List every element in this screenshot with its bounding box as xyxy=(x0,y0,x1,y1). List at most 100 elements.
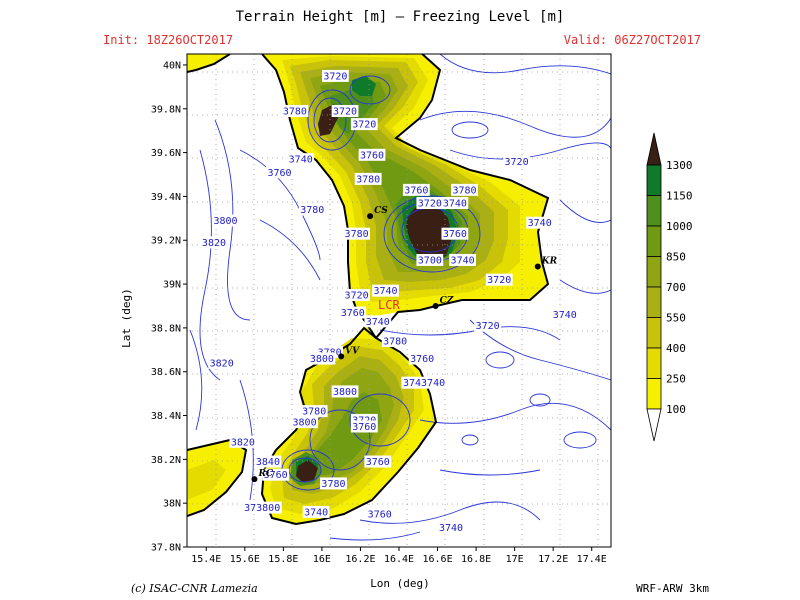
contour-label-box xyxy=(322,69,349,82)
legend-swatch xyxy=(646,225,662,257)
contour-label-box xyxy=(364,455,392,468)
contour-label: 3740 xyxy=(437,521,465,534)
color-legend: 1300 1150 1000 850 700 550 400 250 100 xyxy=(646,132,693,442)
legend-swatch xyxy=(646,164,662,196)
contour-label-box xyxy=(350,420,378,433)
contour-label-box xyxy=(229,435,257,448)
y-axis-label: Lat (deg) xyxy=(120,288,133,348)
contour-label-box xyxy=(485,273,513,286)
legend-level-label: 1300 xyxy=(666,159,693,172)
contour-label: 3740 xyxy=(372,284,399,297)
lat-tick-label: 39.6N xyxy=(151,148,181,159)
contour-label-box xyxy=(441,227,469,240)
contour-label-text: 3740 xyxy=(373,286,397,297)
city-dot xyxy=(251,476,258,483)
legend-bottom-arrow xyxy=(646,408,662,442)
contour-label-text: 3820 xyxy=(210,358,234,369)
contour-label-text: 3720 xyxy=(476,321,500,332)
contour-label-box xyxy=(358,148,386,161)
legend-level-label: 1000 xyxy=(666,220,693,233)
city-dot xyxy=(432,302,439,309)
contour-label-text: 3780 xyxy=(356,174,380,185)
contour-label-box xyxy=(254,455,282,468)
contour-label-box xyxy=(331,104,359,117)
contour-label: 3780 xyxy=(298,203,326,216)
city-label: VV xyxy=(345,346,360,356)
contour-label: 3740 xyxy=(526,216,554,229)
contour-label: 3820 xyxy=(200,236,228,249)
contour-label-box xyxy=(281,104,309,117)
contour-label: 3760 xyxy=(366,508,394,521)
contour-label: 3840 xyxy=(254,455,282,468)
city-label: RC xyxy=(257,469,273,479)
contour-label: 3740 xyxy=(287,153,315,166)
contour-label-box xyxy=(208,356,236,369)
contour-label-box xyxy=(416,196,444,209)
contour-label: 3800 xyxy=(212,214,239,227)
lon-tick-label: 16.8E xyxy=(461,554,491,565)
contour-label-box xyxy=(302,505,330,518)
contour-label-box xyxy=(416,253,444,266)
contour-label-text: 3720 xyxy=(418,198,442,209)
contour-label-text: 3700 xyxy=(418,255,442,266)
contour-label-text: 3760 xyxy=(368,510,392,521)
contour-label-text: 3820 xyxy=(202,238,226,249)
contour-label-box xyxy=(437,521,465,534)
contour-label-text: 3760 xyxy=(360,150,384,161)
contour-label: 3760 xyxy=(402,183,430,196)
contour-label-box xyxy=(242,501,282,514)
contour-label: 3720 xyxy=(485,273,513,286)
map-title: Terrain Height [m] — Freezing Level [m] xyxy=(236,9,565,25)
lat-tick-label: 40N xyxy=(163,60,181,71)
contour-label-box xyxy=(441,196,469,209)
lon-tick-label: 16.4E xyxy=(384,554,414,565)
lat-tick-label: 38.8N xyxy=(151,323,181,334)
contour-label-box xyxy=(451,183,478,196)
contour-label-text: 3740 xyxy=(443,198,467,209)
legend-level-label: 550 xyxy=(666,312,686,325)
contour-label-text: 3800 xyxy=(213,216,237,227)
contour-label-box xyxy=(298,203,326,216)
contour-label: 3780 xyxy=(320,477,347,490)
legend-level-label: 250 xyxy=(666,373,686,386)
contour-label: 3720 xyxy=(474,319,502,332)
legend-level-label: 1150 xyxy=(666,190,693,203)
legend-swatch xyxy=(646,378,662,410)
contour-label: 3780 xyxy=(451,183,478,196)
contour-label-text: 3760 xyxy=(341,308,365,319)
contour-label-box xyxy=(372,284,399,297)
contour-label-box xyxy=(300,405,328,418)
contour-label-text: 3720 xyxy=(487,275,511,286)
lat-tick-label: 38.2N xyxy=(151,455,181,466)
contour-label-box xyxy=(408,352,436,365)
contour-label: 3800 xyxy=(331,385,359,398)
contour-label: 3820 xyxy=(229,435,257,448)
contour-label: 3740 xyxy=(551,308,579,321)
lon-ticks: 15.4E 15.6E 15.8E 16E 16.2E 16.4E 16.6E 16.8E 17… xyxy=(191,547,607,565)
lon-tick-label: 16E xyxy=(313,554,331,565)
contour-label-text: 3780 xyxy=(321,479,345,490)
contour-label: 3800 xyxy=(291,416,318,429)
contour-label-text: 3720 xyxy=(323,71,347,82)
contour-label-box xyxy=(449,253,476,266)
init-time: Init: 18Z26OCT2017 xyxy=(103,33,233,47)
contour-label-text: 3780 xyxy=(302,407,326,418)
contour-label-text: 3800 xyxy=(293,418,317,429)
contour-label-text: 3780 xyxy=(452,185,476,196)
contour-label-box xyxy=(320,477,347,490)
contour-label-text: 3800 xyxy=(310,354,334,365)
legend-level-label: 850 xyxy=(666,251,686,264)
contour-label-text: 3760 xyxy=(404,185,428,196)
lat-tick-label: 39N xyxy=(163,280,181,291)
legend-level-label: 400 xyxy=(666,342,686,355)
lon-tick-label: 15.4E xyxy=(191,554,221,565)
contour-label-box xyxy=(262,468,290,481)
contour-label-box xyxy=(350,118,378,131)
contour-label: 3780 xyxy=(343,227,370,240)
contour-label-box xyxy=(287,153,315,166)
contour-label: 3760 xyxy=(358,148,386,161)
city-dot xyxy=(367,213,374,220)
contour-label: 373800 xyxy=(242,501,282,514)
lat-tick-label: 38.6N xyxy=(151,367,181,378)
